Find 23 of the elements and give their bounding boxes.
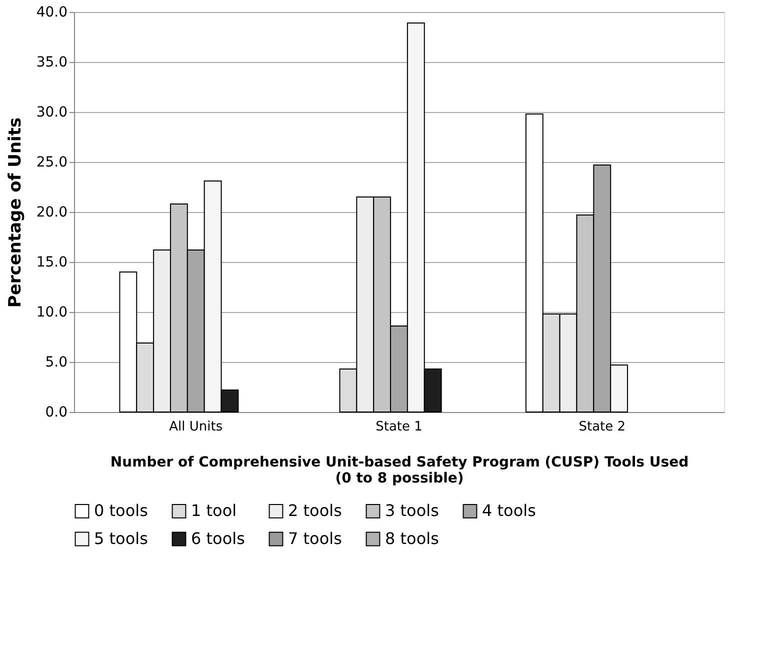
- y-tick-label: 30.0: [36, 104, 68, 120]
- y-tick-label: 10.0: [36, 304, 68, 320]
- y-tick-label: 0.0: [45, 404, 68, 420]
- y-tick-label: 5.0: [45, 354, 68, 370]
- x-tick-label: All Units: [169, 420, 223, 434]
- legend-label: 3 tools: [385, 501, 439, 520]
- legend-label: 2 tools: [288, 501, 342, 520]
- legend-label: 0 tools: [94, 501, 148, 520]
- y-tick-label: 15.0: [36, 254, 68, 270]
- y-tick-label: 35.0: [36, 54, 68, 70]
- x-axis-title: Number of Comprehensive Unit-based Safety Program (CUSP) Tools Used (0 to 8 possible): [110, 454, 689, 486]
- y-tick-label: 20.0: [36, 204, 68, 220]
- legend-label: 4 tools: [482, 501, 536, 520]
- y-tick-label: 40.0: [36, 4, 68, 20]
- x-tick-label: State 2: [578, 420, 626, 434]
- x-tick-label: State 1: [376, 420, 422, 434]
- legend-label: 7 tools: [288, 529, 342, 548]
- legend-label: 5 tools: [94, 529, 148, 548]
- legend-label: 1 tool: [191, 501, 237, 520]
- y-axis-title: Percentage of Units: [5, 117, 26, 308]
- legend-label: 8 tools: [385, 529, 439, 548]
- legend-label: 6 tools: [191, 529, 245, 548]
- y-tick-label: 25.0: [36, 154, 68, 170]
